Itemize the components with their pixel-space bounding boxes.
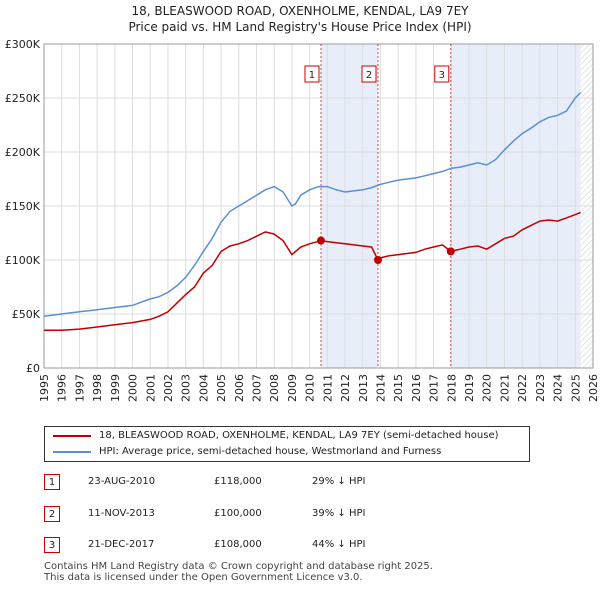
sale-point bbox=[446, 247, 455, 256]
sale-point bbox=[316, 236, 325, 245]
x-tick-label: 2004 bbox=[197, 374, 210, 402]
x-tick-label: 2012 bbox=[339, 374, 352, 402]
footer-copyright: Contains HM Land Registry data © Crown c… bbox=[44, 561, 433, 572]
transaction-number-badge: 3 bbox=[44, 537, 60, 553]
x-tick-label: 2011 bbox=[321, 374, 334, 402]
sale-marker-label: 1 bbox=[309, 70, 315, 81]
sale-marker-label: 2 bbox=[366, 70, 372, 81]
y-tick-label: £200K bbox=[5, 146, 41, 159]
legend-label-hpi: HPI: Average price, semi-detached house,… bbox=[99, 446, 442, 457]
transaction-price: £118,000 bbox=[214, 476, 262, 487]
x-tick-label: 2005 bbox=[215, 374, 228, 402]
x-tick-label: 2024 bbox=[552, 374, 565, 402]
x-tick-label: 2007 bbox=[251, 374, 264, 402]
chart-title-subtitle: Price paid vs. HM Land Registry's House … bbox=[128, 20, 472, 34]
chart-title-address: 18, BLEASWOOD ROAD, OXENHOLME, KENDAL, L… bbox=[131, 4, 469, 18]
transaction-hpi-diff: 29% ↓ HPI bbox=[312, 476, 366, 487]
sale-point bbox=[374, 256, 383, 264]
x-tick-label: 2021 bbox=[498, 374, 511, 402]
transaction-hpi-diff: 44% ↓ HPI bbox=[312, 539, 366, 550]
x-tick-label: 2014 bbox=[374, 374, 387, 402]
transaction-date: 23-AUG-2010 bbox=[88, 476, 156, 487]
y-tick-label: £0 bbox=[26, 362, 40, 375]
y-tick-label: £100K bbox=[5, 254, 41, 267]
x-tick-label: 2023 bbox=[534, 374, 547, 402]
x-tick-label: 2022 bbox=[516, 374, 529, 402]
transaction-row: 3 21-DEC-2017 £108,000 44% ↓ HPI bbox=[44, 537, 544, 557]
transaction-date: 11-NOV-2013 bbox=[88, 508, 155, 519]
sale-marker-badge bbox=[434, 65, 450, 83]
transaction-date: 21-DEC-2017 bbox=[88, 539, 155, 550]
y-tick-label: £300K bbox=[5, 38, 41, 51]
x-tick-label: 2026 bbox=[587, 374, 600, 402]
y-tick-label: £50K bbox=[12, 308, 41, 321]
x-tick-label: 1999 bbox=[109, 374, 122, 402]
x-tick-label: 2018 bbox=[445, 374, 458, 402]
x-tick-label: 1996 bbox=[56, 374, 69, 402]
sale-marker-badge bbox=[304, 65, 320, 83]
x-tick-label: 2020 bbox=[481, 374, 494, 402]
hpi-line bbox=[43, 92, 582, 317]
sale-marker-label: 3 bbox=[439, 70, 445, 81]
x-tick-label: 2016 bbox=[410, 374, 423, 402]
x-tick-label: 2010 bbox=[304, 374, 317, 402]
legend-swatch-hpi bbox=[53, 451, 91, 453]
transaction-row: 2 11-NOV-2013 £100,000 39% ↓ HPI bbox=[44, 506, 544, 526]
plot-frame bbox=[43, 43, 594, 369]
x-tick-label: 2015 bbox=[392, 374, 405, 402]
x-tick-label: 2001 bbox=[144, 374, 157, 402]
x-tick-label: 2013 bbox=[357, 374, 370, 402]
x-tick-label: 1997 bbox=[73, 374, 86, 402]
chart-legend: 18, BLEASWOOD ROAD, OXENHOLME, KENDAL, L… bbox=[44, 426, 530, 462]
x-tick-label: 2003 bbox=[180, 374, 193, 402]
x-tick-label: 2025 bbox=[569, 374, 582, 402]
price-chart: £0 £50K £100K £150K £200K £250K £300K 1995 1996 1… bbox=[5, 38, 600, 402]
transaction-row: 1 23-AUG-2010 £118,000 29% ↓ HPI bbox=[44, 474, 544, 494]
x-tick-label: 2017 bbox=[428, 374, 441, 402]
footer-licence: This data is licensed under the Open Gov… bbox=[44, 572, 363, 583]
y-tick-label: £250K bbox=[5, 92, 41, 105]
transaction-hpi-diff: 39% ↓ HPI bbox=[312, 508, 366, 519]
x-tick-label: 2006 bbox=[233, 374, 246, 402]
sale-marker-badge bbox=[361, 65, 377, 83]
transaction-number-badge: 1 bbox=[44, 474, 60, 490]
transaction-price: £108,000 bbox=[214, 539, 262, 550]
x-tick-label: 2019 bbox=[463, 374, 476, 402]
x-tick-label: 2008 bbox=[268, 374, 281, 402]
x-tick-label: 2002 bbox=[162, 374, 175, 402]
transaction-price: £100,000 bbox=[214, 508, 262, 519]
legend-label-price: 18, BLEASWOOD ROAD, OXENHOLME, KENDAL, L… bbox=[99, 430, 499, 441]
x-tick-label: 1995 bbox=[38, 374, 51, 402]
price-paid-line bbox=[44, 211, 581, 331]
x-tick-label: 1998 bbox=[91, 374, 104, 402]
x-tick-label: 2009 bbox=[286, 374, 299, 402]
x-tick-label: 2000 bbox=[127, 374, 140, 402]
y-tick-label: £150K bbox=[5, 200, 41, 213]
transaction-number-badge: 2 bbox=[44, 506, 60, 522]
legend-swatch-price bbox=[53, 435, 91, 437]
